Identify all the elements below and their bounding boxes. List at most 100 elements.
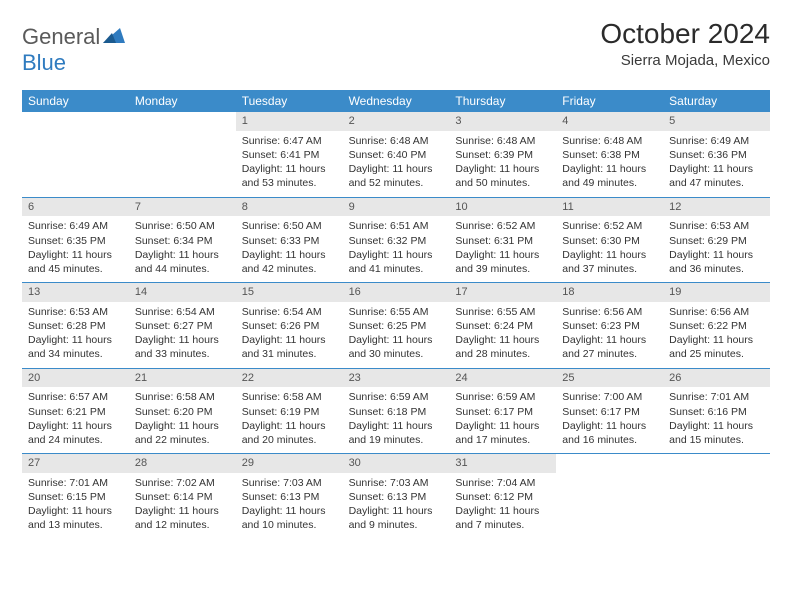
day-content: Sunrise: 6:53 AMSunset: 6:29 PMDaylight:… [663,216,770,282]
brand-triangle-icon [103,27,125,48]
daylight-line-1: Daylight: 11 hours [669,419,764,433]
daylight-line-2: and 27 minutes. [562,347,657,361]
day-number: 19 [663,283,770,302]
weekday-tuesday: Tuesday [236,90,343,112]
sunrise-line: Sunrise: 6:56 AM [562,305,657,319]
day-content: Sunrise: 7:02 AMSunset: 6:14 PMDaylight:… [129,473,236,539]
daylight-line-2: and 47 minutes. [669,176,764,190]
day-number: 17 [449,283,556,302]
day-number: 7 [129,198,236,217]
daylight-line-1: Daylight: 11 hours [349,504,444,518]
day-cell: 30Sunrise: 7:03 AMSunset: 6:13 PMDayligh… [343,454,450,539]
day-content: Sunrise: 7:04 AMSunset: 6:12 PMDaylight:… [449,473,556,539]
weekday-thursday: Thursday [449,90,556,112]
day-content: Sunrise: 6:50 AMSunset: 6:33 PMDaylight:… [236,216,343,282]
calendar: Sunday Monday Tuesday Wednesday Thursday… [22,90,770,539]
sunset-line: Sunset: 6:17 PM [455,405,550,419]
day-cell: 8Sunrise: 6:50 AMSunset: 6:33 PMDaylight… [236,198,343,283]
daylight-line-2: and 30 minutes. [349,347,444,361]
daylight-line-1: Daylight: 11 hours [349,248,444,262]
day-number: 13 [22,283,129,302]
day-number: 11 [556,198,663,217]
daylight-line-2: and 37 minutes. [562,262,657,276]
daylight-line-2: and 42 minutes. [242,262,337,276]
sunrise-line: Sunrise: 6:55 AM [349,305,444,319]
daylight-line-1: Daylight: 11 hours [669,333,764,347]
day-number: 26 [663,369,770,388]
day-content: Sunrise: 7:00 AMSunset: 6:17 PMDaylight:… [556,387,663,453]
daylight-line-2: and 12 minutes. [135,518,230,532]
day-number: 12 [663,198,770,217]
sunrise-line: Sunrise: 6:58 AM [135,390,230,404]
sunrise-line: Sunrise: 6:58 AM [242,390,337,404]
day-content: Sunrise: 6:50 AMSunset: 6:34 PMDaylight:… [129,216,236,282]
daylight-line-1: Daylight: 11 hours [562,333,657,347]
empty-cell [556,454,663,539]
daylight-line-2: and 17 minutes. [455,433,550,447]
daylight-line-1: Daylight: 11 hours [455,419,550,433]
sunset-line: Sunset: 6:41 PM [242,148,337,162]
daylight-line-2: and 34 minutes. [28,347,123,361]
sunrise-line: Sunrise: 6:48 AM [349,134,444,148]
sunrise-line: Sunrise: 6:47 AM [242,134,337,148]
daylight-line-2: and 16 minutes. [562,433,657,447]
sunset-line: Sunset: 6:24 PM [455,319,550,333]
sunset-line: Sunset: 6:29 PM [669,234,764,248]
day-number: 23 [343,369,450,388]
day-number: 10 [449,198,556,217]
sunrise-line: Sunrise: 6:52 AM [455,219,550,233]
day-cell: 2Sunrise: 6:48 AMSunset: 6:40 PMDaylight… [343,112,450,197]
sunset-line: Sunset: 6:39 PM [455,148,550,162]
day-cell: 27Sunrise: 7:01 AMSunset: 6:15 PMDayligh… [22,454,129,539]
daylight-line-1: Daylight: 11 hours [135,333,230,347]
day-cell: 18Sunrise: 6:56 AMSunset: 6:23 PMDayligh… [556,283,663,368]
day-content: Sunrise: 7:03 AMSunset: 6:13 PMDaylight:… [343,473,450,539]
sunrise-line: Sunrise: 6:55 AM [455,305,550,319]
day-content: Sunrise: 7:01 AMSunset: 6:15 PMDaylight:… [22,473,129,539]
daylight-line-1: Daylight: 11 hours [135,419,230,433]
sunset-line: Sunset: 6:21 PM [28,405,123,419]
daylight-line-1: Daylight: 11 hours [28,333,123,347]
day-content: Sunrise: 6:57 AMSunset: 6:21 PMDaylight:… [22,387,129,453]
sunrise-line: Sunrise: 7:02 AM [135,476,230,490]
day-content: Sunrise: 6:48 AMSunset: 6:39 PMDaylight:… [449,131,556,197]
day-content: Sunrise: 6:55 AMSunset: 6:24 PMDaylight:… [449,302,556,368]
weekday-sunday: Sunday [22,90,129,112]
brand-logo: GeneralBlue [22,18,125,76]
daylight-line-2: and 25 minutes. [669,347,764,361]
day-cell: 9Sunrise: 6:51 AMSunset: 6:32 PMDaylight… [343,198,450,283]
sunrise-line: Sunrise: 6:51 AM [349,219,444,233]
daylight-line-1: Daylight: 11 hours [349,333,444,347]
sunrise-line: Sunrise: 7:03 AM [242,476,337,490]
sunset-line: Sunset: 6:27 PM [135,319,230,333]
sunrise-line: Sunrise: 6:52 AM [562,219,657,233]
day-number: 4 [556,112,663,131]
day-content: Sunrise: 6:53 AMSunset: 6:28 PMDaylight:… [22,302,129,368]
empty-cell [663,454,770,539]
sunset-line: Sunset: 6:13 PM [242,490,337,504]
daylight-line-2: and 36 minutes. [669,262,764,276]
day-number: 21 [129,369,236,388]
daylight-line-1: Daylight: 11 hours [669,162,764,176]
day-number: 22 [236,369,343,388]
day-number: 25 [556,369,663,388]
daylight-line-1: Daylight: 11 hours [455,248,550,262]
sunset-line: Sunset: 6:12 PM [455,490,550,504]
day-cell: 6Sunrise: 6:49 AMSunset: 6:35 PMDaylight… [22,198,129,283]
daylight-line-1: Daylight: 11 hours [349,419,444,433]
day-cell: 5Sunrise: 6:49 AMSunset: 6:36 PMDaylight… [663,112,770,197]
sunrise-line: Sunrise: 6:59 AM [349,390,444,404]
sunset-line: Sunset: 6:14 PM [135,490,230,504]
sunrise-line: Sunrise: 6:48 AM [455,134,550,148]
day-cell: 22Sunrise: 6:58 AMSunset: 6:19 PMDayligh… [236,369,343,454]
sunset-line: Sunset: 6:33 PM [242,234,337,248]
weekday-saturday: Saturday [663,90,770,112]
day-number: 30 [343,454,450,473]
sunrise-line: Sunrise: 6:57 AM [28,390,123,404]
daylight-line-1: Daylight: 11 hours [669,248,764,262]
daylight-line-2: and 31 minutes. [242,347,337,361]
day-content: Sunrise: 6:58 AMSunset: 6:20 PMDaylight:… [129,387,236,453]
day-content: Sunrise: 6:48 AMSunset: 6:38 PMDaylight:… [556,131,663,197]
day-cell: 4Sunrise: 6:48 AMSunset: 6:38 PMDaylight… [556,112,663,197]
sunset-line: Sunset: 6:19 PM [242,405,337,419]
